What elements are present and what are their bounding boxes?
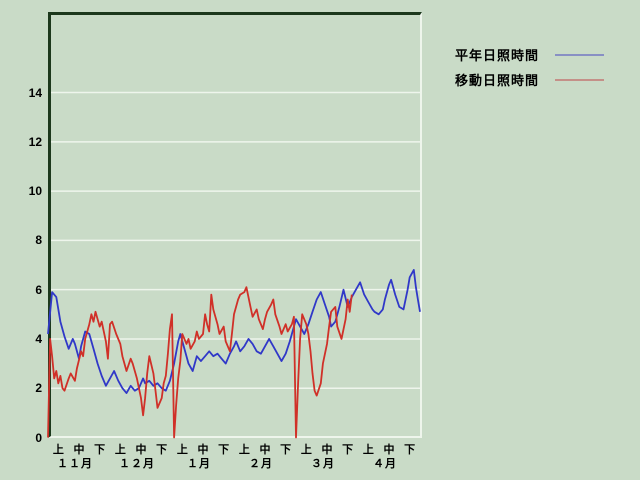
series-line-heinen bbox=[47, 268, 421, 395]
y-tick-label-2: 2 bbox=[35, 381, 42, 396]
x-tick-label-6-中: 中 bbox=[383, 444, 395, 456]
x-tick-label-1-下: 下 bbox=[94, 444, 106, 456]
month-label-１１月: １１月 bbox=[57, 458, 93, 470]
month-label-１２月: １２月 bbox=[119, 458, 155, 470]
y-tick-label-12: 12 bbox=[28, 134, 42, 149]
legend-item-heinen: 平年日照時間 bbox=[455, 42, 604, 67]
x-tick-label-2-上: 上 bbox=[114, 444, 126, 456]
month-label-３月: ３月 bbox=[311, 458, 335, 470]
legend-label-idou: 移動日照時間 bbox=[455, 73, 540, 88]
x-tick-label-6-上: 上 bbox=[362, 444, 374, 456]
y-tick-label-0: 0 bbox=[35, 430, 42, 445]
x-tick-label-5-上: 上 bbox=[300, 444, 312, 456]
x-tick-label-4-中: 中 bbox=[259, 444, 271, 456]
legend-line-sample-heinen bbox=[555, 53, 604, 56]
x-tick-label-5-下: 下 bbox=[342, 444, 354, 456]
x-tick-label-1-上: 上 bbox=[52, 444, 64, 456]
y-tick-label-14: 14 bbox=[28, 85, 42, 100]
y-tick-label-8: 8 bbox=[35, 233, 42, 248]
month-label-２月: ２月 bbox=[249, 458, 273, 470]
chart-legend: 平年日照時間 移動日照時間 bbox=[455, 42, 604, 92]
month-label-４月: ４月 bbox=[373, 458, 397, 470]
y-tick-label-10: 10 bbox=[28, 184, 42, 199]
x-tick-label-5-中: 中 bbox=[321, 444, 333, 456]
x-tick-label-2-下: 下 bbox=[156, 444, 168, 456]
legend-label-heinen: 平年日照時間 bbox=[455, 48, 540, 63]
x-tick-label-6-下: 下 bbox=[404, 444, 416, 456]
x-tick-label-3-中: 中 bbox=[197, 444, 209, 456]
x-tick-label-2-中: 中 bbox=[135, 444, 147, 456]
x-tick-label-4-下: 下 bbox=[280, 444, 292, 456]
x-tick-label-1-中: 中 bbox=[73, 444, 85, 456]
series-line-idou bbox=[47, 286, 353, 439]
legend-item-idou: 移動日照時間 bbox=[455, 67, 604, 92]
y-tick-label-4: 4 bbox=[35, 331, 42, 346]
y-tick-label-6: 6 bbox=[35, 282, 42, 297]
month-label-１月: １月 bbox=[187, 458, 211, 470]
x-tick-label-3-下: 下 bbox=[218, 444, 230, 456]
x-tick-label-3-上: 上 bbox=[176, 444, 188, 456]
plot-area-frame bbox=[48, 12, 422, 438]
x-tick-label-4-上: 上 bbox=[238, 444, 250, 456]
legend-line-sample-idou bbox=[555, 78, 604, 81]
